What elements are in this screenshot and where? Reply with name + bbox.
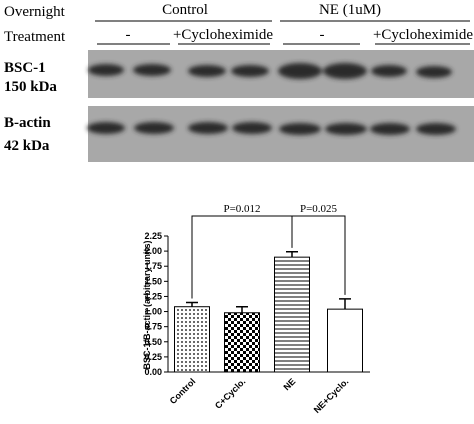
y-tick-label: 0.75 [144,322,162,332]
bar [327,308,363,373]
lane-label: - [126,27,131,43]
bar [224,312,260,373]
error-bar [339,298,351,310]
y-tick-label: 1.25 [144,291,162,301]
row-label: 42 kDa [4,138,50,154]
row-label: B-actin [4,115,51,131]
x-tick-label: C+Cyclo. [213,376,247,410]
group-label: NE (1uM) [319,2,381,18]
y-tick-label: 0.50 [144,337,162,347]
row-label: BSC-1 [4,60,46,76]
y-tick-label: 0.25 [144,352,162,362]
group-label: Control [162,2,208,18]
error-bar [186,301,198,307]
y-tick-label: 2.00 [144,246,162,256]
y-tick-label: 2.25 [144,231,162,241]
bar [274,256,310,373]
blot-image [87,50,474,162]
bar [174,306,210,373]
significance-bracket [291,215,346,295]
p-value: P=0.012 [223,203,260,215]
lane-label: +Cycloheximide [373,27,473,43]
x-tick-label: NE+Cyclo. [312,376,351,415]
x-tick-label: NE [281,376,297,392]
p-value: P=0.025 [300,203,338,215]
y-tick-label: 1.00 [144,307,162,317]
header-label: Overnight [4,4,66,20]
lane-label: - [320,27,325,43]
header-label: Treatment [4,29,66,45]
y-tick-label: 1.75 [144,261,162,271]
error-bar [236,305,248,313]
y-axis-label: BSC-1/B-actin (arbitrary units) [142,240,152,369]
x-tick-label: Control [168,376,198,406]
row-label: 150 kDa [4,79,57,95]
y-tick-label: 1.50 [144,276,162,286]
error-bar [286,250,298,258]
lane-label: +Cycloheximide [173,27,273,43]
y-tick-label: 0.00 [144,367,162,377]
